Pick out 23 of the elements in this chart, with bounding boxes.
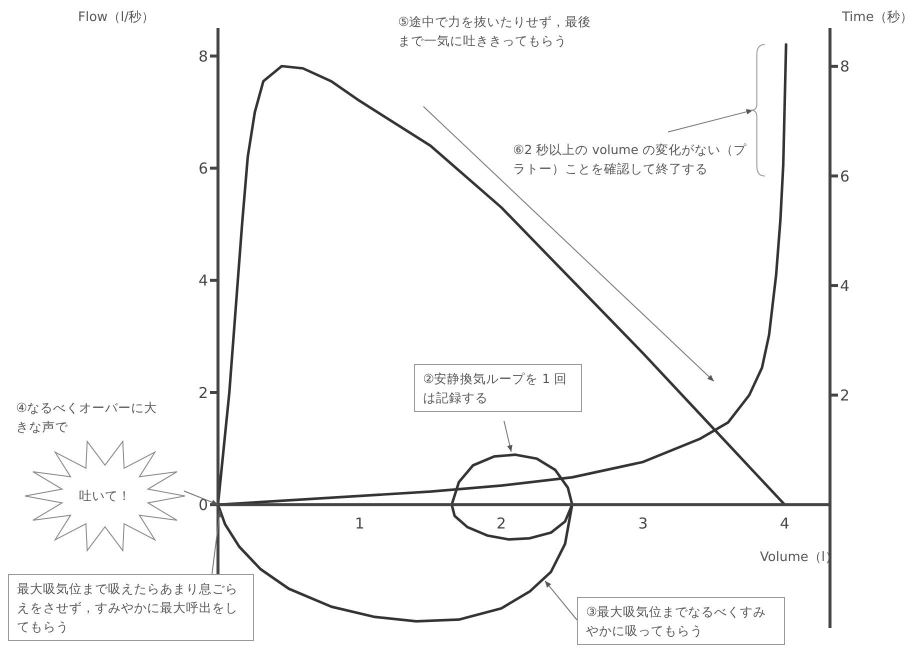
y-axis-title: Flow（l/秒） <box>78 9 155 27</box>
x-tick-label: 3 <box>638 514 648 533</box>
text: ④なるべくオーバーに大きな声で <box>16 399 158 436</box>
x-axis-title: Volume（l） <box>760 549 838 567</box>
x-tick-label: 2 <box>496 514 506 533</box>
y2-tick-label: 2 <box>840 386 850 404</box>
annotation: 最大吸気位まで吸えたらあまり息ごらえをさせず，すみやかに最大呼出をしてもらう <box>8 574 254 641</box>
annotation: ②安静換気ループを 1 回は記録する <box>414 364 582 412</box>
y-tick-label: 4 <box>198 272 208 290</box>
x-tick-label: 4 <box>780 514 790 533</box>
annotation: ⑥2 秒以上の volume の変化がない（プラトー）ことを確認して終了する <box>513 141 748 178</box>
text: 吐いて！ <box>78 487 132 505</box>
annotation: ⑤途中で力を抜いたりせず，最後まで一気に吐ききってもらう <box>398 13 592 50</box>
annotation: ③最大吸気位までなるべくすみやかに吸ってもらう <box>577 597 785 645</box>
y-tick-label: 6 <box>198 160 208 178</box>
y2-tick-label: 6 <box>840 167 850 186</box>
x-tick-label: 1 <box>354 514 364 533</box>
y2-tick-label: 4 <box>840 276 850 295</box>
y2-tick-label: 8 <box>840 58 850 76</box>
y-tick-label: 0 <box>198 496 208 514</box>
y-tick-label: 8 <box>198 47 208 66</box>
y2-axis-title: Time（秒） <box>842 9 913 27</box>
y-tick-label: 2 <box>198 384 208 402</box>
